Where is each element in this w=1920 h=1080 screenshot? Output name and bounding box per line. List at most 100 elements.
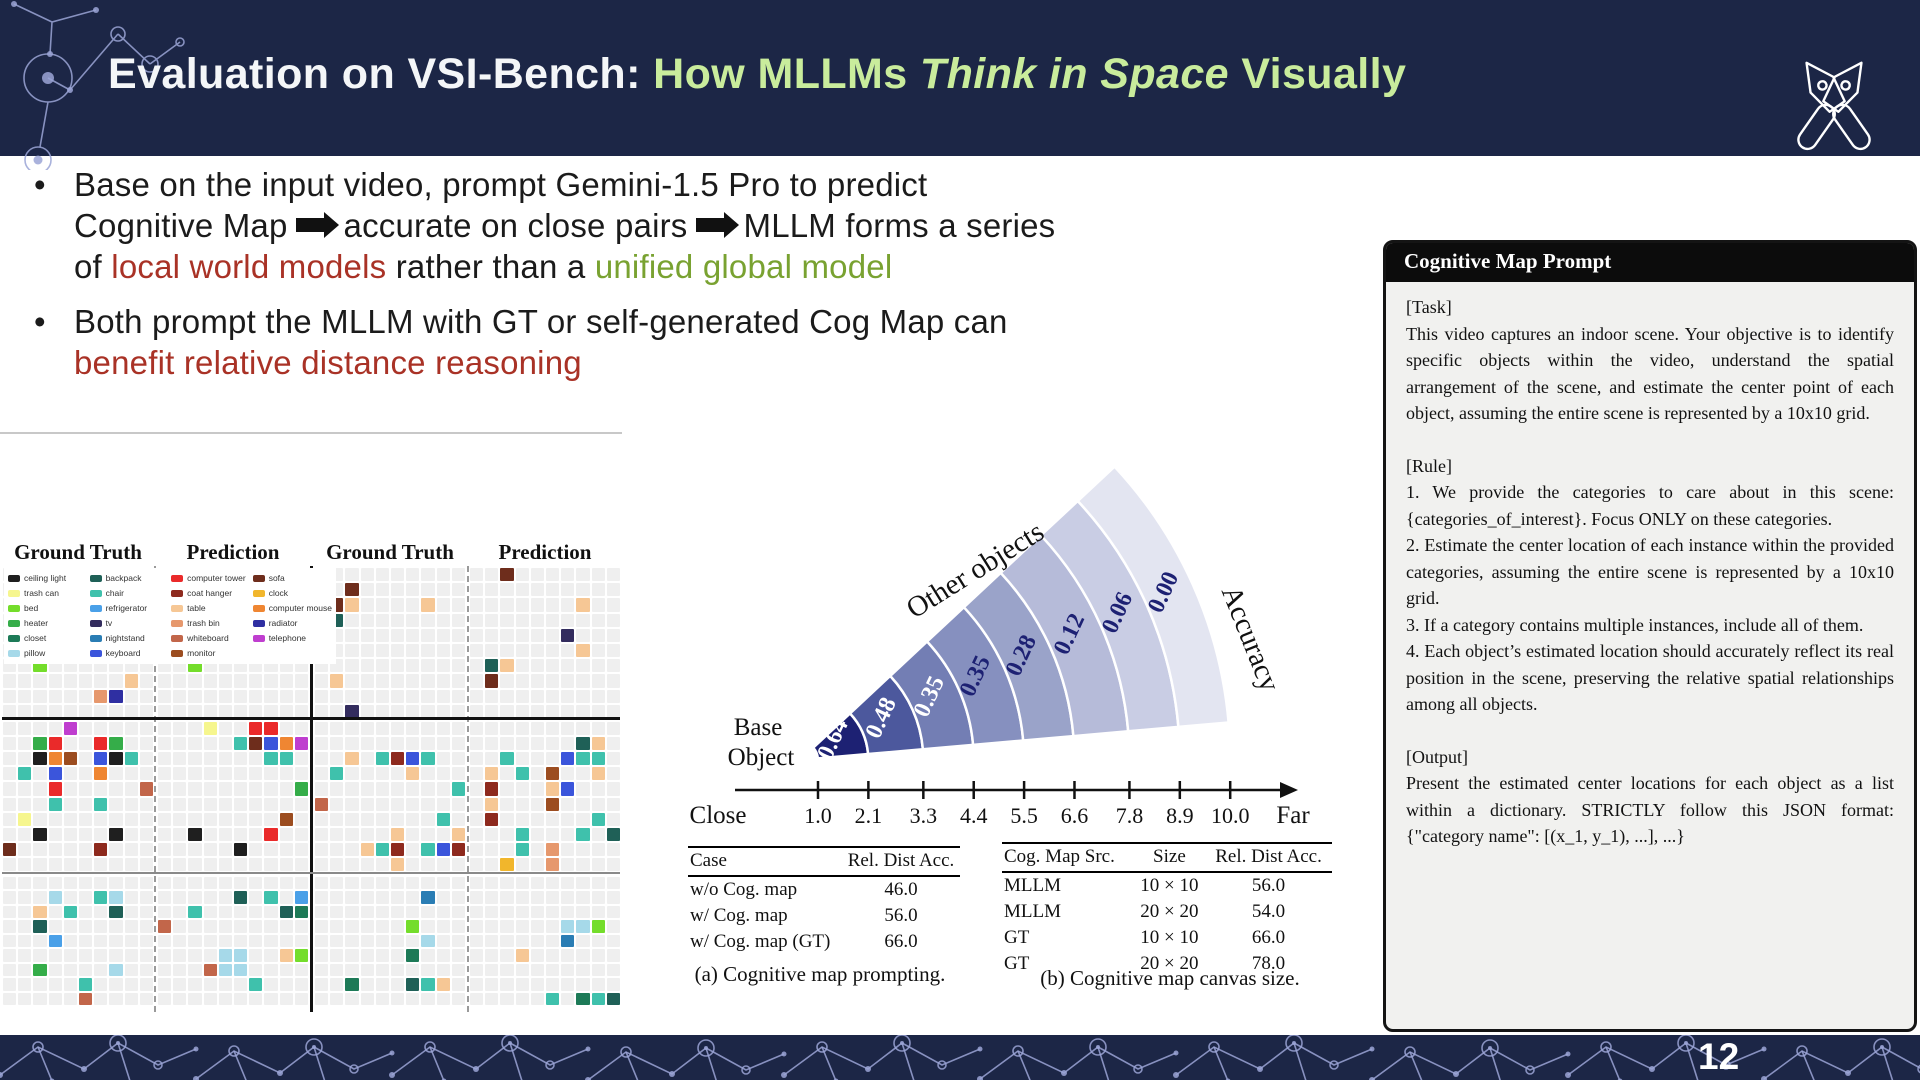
legend-item: whiteboard [171,631,247,645]
legend-label: telephone [268,633,307,643]
distance-accuracy-fan-chart: 0.64 0.48 0.35 0.35 0.28 0.12 0.06 0.001.0 2.1 3.… [690,464,1310,829]
legend-item: keyboard [89,646,166,660]
title-green-suffix: Visually [1228,50,1407,98]
legend-item: ceiling light [8,571,84,585]
legend-item: chair [89,586,166,600]
legend-label: chair [105,588,124,598]
legend-item: telephone [252,631,332,645]
page-number: 12 [1698,1036,1740,1077]
prompt-paragraph: [Rule] [1406,455,1452,476]
table-row: GT 10 × 10 66.0 [1004,927,1286,948]
legend-item: trash can [8,586,84,600]
table-cognitive-map-canvas-size: Cog. Map Src. Size Rel. Dist Acc. MLLM 10 × … [1002,842,1332,977]
table-col-header: Case [688,846,842,877]
legend-label: table [187,603,206,613]
cogmap-panel-row2-gt-2 [315,722,465,871]
cogmap-panel-row3-pred-1 [158,877,308,1005]
legend-swatch [8,619,20,627]
legend-swatch [252,634,265,642]
prompt-panel-title: Cognitive Map Prompt [1386,243,1914,282]
maps-col-header: Prediction [186,540,280,564]
legend-swatch [89,619,102,627]
legend-swatch [252,589,265,597]
arrow-right-icon [695,218,724,233]
legend-swatch [252,604,265,612]
legend-swatch [89,649,102,657]
prompt-panel-body: [Task] This video captures an indoor scen… [1386,282,1914,860]
prompt-paragraph: [Output] [1406,746,1468,767]
table-row: MLLM 10 × 10 56.0 [1004,875,1286,896]
accuracy-label: Accuracy [1215,581,1286,696]
prompt-paragraph: 4. Each object’s estimated location shou… [1406,641,1894,714]
base-object-label: Object [728,744,795,771]
footer-band [0,1035,1920,1080]
legend-label: sofa [268,573,285,583]
divider-solid [310,566,313,1012]
legend-item: trash bin [171,616,247,630]
legend-swatch [171,574,184,582]
legend-label: tv [105,618,113,628]
cogmap-panel-row2-gt-1 [3,722,153,871]
legend-label: trash bin [187,618,220,628]
legend-label: closet [24,633,47,643]
prompt-paragraph: 1. We provide the categories to care abo… [1406,482,1894,529]
table-row: GT 20 × 20 78.0 [1004,953,1286,974]
maps-col-header: Ground Truth [14,540,142,564]
legend-swatch [8,634,20,642]
table-row: MLLM 20 × 20 54.0 [1004,901,1286,922]
bullet-list: Base on the input video, prompt Gemini-1… [28,164,1328,397]
title-prefix: Evaluation on VSI-Bench: [108,50,654,98]
legend-item: computer tower [171,571,247,585]
cogmap-panel-row3-pred-2 [470,877,620,1005]
legend-item: coat hanger [171,586,247,600]
legend-swatch [171,634,184,642]
title-green: How MLLMs [653,50,920,98]
divider-solid [2,717,620,720]
cogmap-panel-row1-gt-2 [315,568,465,718]
legend-label: computer tower [187,573,246,583]
prompt-paragraph: This video captures an indoor scene. You… [1406,323,1894,424]
legend-item: backpack [89,571,166,585]
legend-label: whiteboard [187,633,229,643]
table-row: w/ Cog. map 56.0 [690,905,918,926]
axis-tick-label: 2.1 [855,803,883,828]
legend-item: bed [8,601,84,615]
figure-top-rule [0,432,622,434]
table-caption-b: (b) Cognitive map canvas size. [1040,966,1300,990]
table-row: w/ Cog. map (GT) 66.0 [690,931,918,952]
divider-dashed [154,566,156,1012]
legend-label: radiator [268,618,298,628]
legend-swatch [171,589,184,597]
axis-far-label: Far [1276,802,1310,829]
legend-item: tv [89,616,166,630]
cogmap-panel-row1-pred-2 [470,568,620,718]
legend-item: radiator [252,616,332,630]
crossed-pens-icon [1797,61,1871,151]
legend-label: pillow [24,648,46,658]
legend-label: trash can [24,588,59,598]
table-row: w/o Cog. map 46.0 [690,879,918,900]
prompt-paragraph: 3. If a category contains multiple insta… [1406,614,1864,635]
legend-swatch [252,574,265,582]
legend-swatch [8,589,20,597]
table-col-header: Rel. Dist Acc. [1205,842,1332,873]
legend-swatch [171,604,184,612]
legend-swatch [89,634,102,642]
legend-label: bed [24,603,39,613]
legend-swatch [8,649,20,657]
axis-tick-label: 1.0 [804,803,832,828]
axis-tick-label: 4.4 [960,803,988,828]
legend-item: refrigerator [89,601,166,615]
legend-swatch [8,574,20,582]
axis-tick-label: 8.9 [1166,803,1194,828]
legend-swatch [89,574,102,582]
fan-segment [1076,464,1230,729]
cogmap-panel-row3-gt-1 [3,877,153,1005]
axis-tick-label: 5.5 [1010,803,1038,828]
maps-col-header: Ground Truth [326,540,454,564]
object-color-legend: ceiling light trash can bed heater closet pil… [4,568,336,664]
legend-item: table [171,601,247,615]
prompt-paragraph: [Task] [1406,297,1452,317]
constellation-pattern [0,1035,1920,1080]
arrow-right-icon [295,218,324,233]
